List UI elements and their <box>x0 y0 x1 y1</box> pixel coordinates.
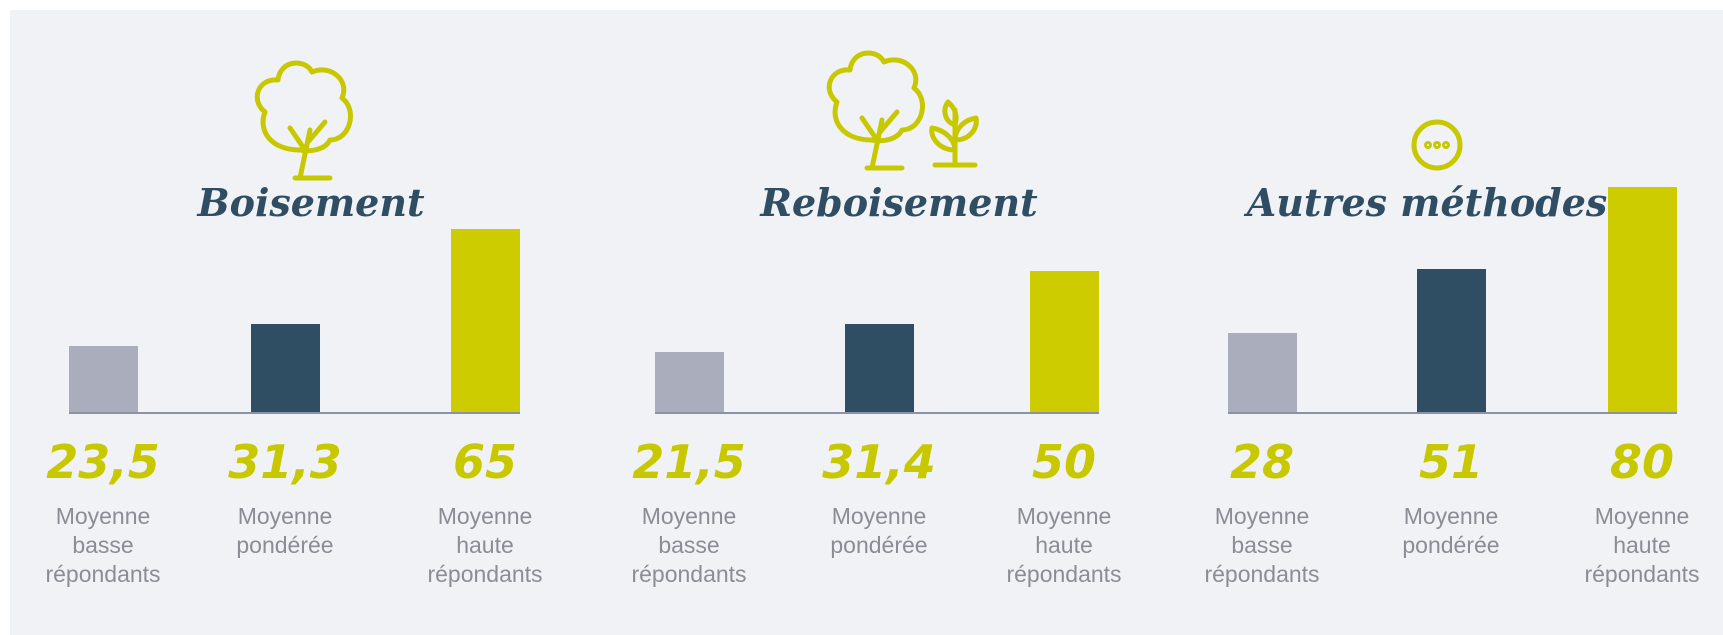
tree-plant-icon <box>826 50 979 171</box>
chart-title: Autres méthodes* <box>1246 180 1628 225</box>
bar <box>68 345 138 412</box>
baseline <box>654 412 1099 414</box>
value-label: 23,5 <box>46 435 160 489</box>
bar <box>1416 268 1486 412</box>
bar <box>1227 333 1297 412</box>
category-label: Moyenne basse répondants <box>1204 503 1320 587</box>
tree-icon <box>254 60 353 181</box>
bar <box>1607 187 1677 412</box>
bar <box>250 323 320 412</box>
category-label: Moyenne pondérée <box>1402 503 1500 558</box>
bar <box>1029 271 1099 412</box>
value-label: 51 <box>1418 435 1484 489</box>
bar <box>844 323 914 412</box>
value-label: 21,5 <box>632 435 746 489</box>
chart-title: Boisement <box>197 180 425 225</box>
value-label: 65 <box>452 435 518 489</box>
baseline <box>68 412 520 414</box>
value-label: 80 <box>1609 435 1675 489</box>
category-label: Moyenne pondérée <box>830 503 928 558</box>
category-label: Moyenne haute répondants <box>427 503 543 587</box>
value-label: 31,4 <box>822 435 936 489</box>
more-icon <box>1411 119 1463 171</box>
category-label: Moyenne haute répondants <box>1584 503 1700 587</box>
baseline <box>1227 412 1677 414</box>
value-label: 50 <box>1031 435 1097 489</box>
category-label: Moyenne basse répondants <box>631 503 747 587</box>
category-label: Moyenne basse répondants <box>45 503 161 587</box>
category-label: Moyenne haute répondants <box>1006 503 1122 587</box>
value-label: 28 <box>1229 435 1295 489</box>
bar <box>654 351 724 412</box>
value-label: 31,3 <box>228 435 342 489</box>
bar <box>450 229 520 412</box>
category-label: Moyenne pondérée <box>236 503 334 558</box>
chart-title: Reboisement <box>760 180 1038 225</box>
